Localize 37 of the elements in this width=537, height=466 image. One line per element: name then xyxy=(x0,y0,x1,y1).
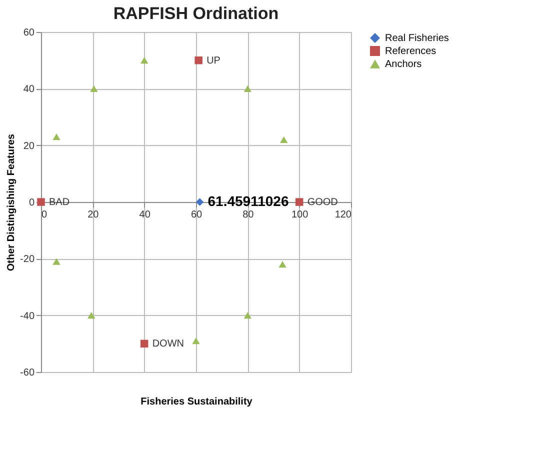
y-tick-label: -60 xyxy=(20,368,35,378)
legend-label: Real Fisheries xyxy=(385,33,449,44)
x-tick-label: 100 xyxy=(291,210,309,220)
legend-label: References xyxy=(385,46,436,57)
y-tick-label: 20 xyxy=(23,140,35,152)
x-tick-label: 60 xyxy=(190,210,202,220)
point xyxy=(52,258,60,265)
annotation: UP xyxy=(206,55,221,66)
x-tick-label: 40 xyxy=(139,210,151,220)
legend-label: Anchors xyxy=(385,59,422,70)
x-tick-label: 20 xyxy=(88,210,100,220)
x-tick-label: 0 xyxy=(42,210,48,220)
point xyxy=(278,260,286,268)
point xyxy=(140,340,148,348)
point xyxy=(244,85,252,92)
point xyxy=(140,56,148,64)
y-tick-label: 0 xyxy=(28,198,35,208)
y-axis-title: Other Distingishing Features xyxy=(6,133,18,272)
point xyxy=(192,337,200,344)
y-tick-label: -40 xyxy=(20,310,35,322)
point xyxy=(52,133,60,140)
x-tick-label: 80 xyxy=(242,210,254,220)
x-axis-title: Fisheries Sustainability xyxy=(140,396,253,408)
annotation: 61.45911026 xyxy=(208,193,289,209)
point xyxy=(196,198,204,206)
y-tick-label: 60 xyxy=(23,28,35,38)
point xyxy=(194,56,202,64)
annotation: DOWN xyxy=(152,338,184,350)
point xyxy=(244,312,252,319)
y-tick-label: -20 xyxy=(20,254,35,266)
point xyxy=(90,85,98,92)
y-tick-label: 40 xyxy=(23,84,35,96)
chart-title: RAPFISH Ordination xyxy=(113,4,279,23)
point xyxy=(280,136,288,144)
point xyxy=(295,198,304,206)
x-tick-label: 120 xyxy=(334,210,352,220)
point xyxy=(88,312,96,319)
